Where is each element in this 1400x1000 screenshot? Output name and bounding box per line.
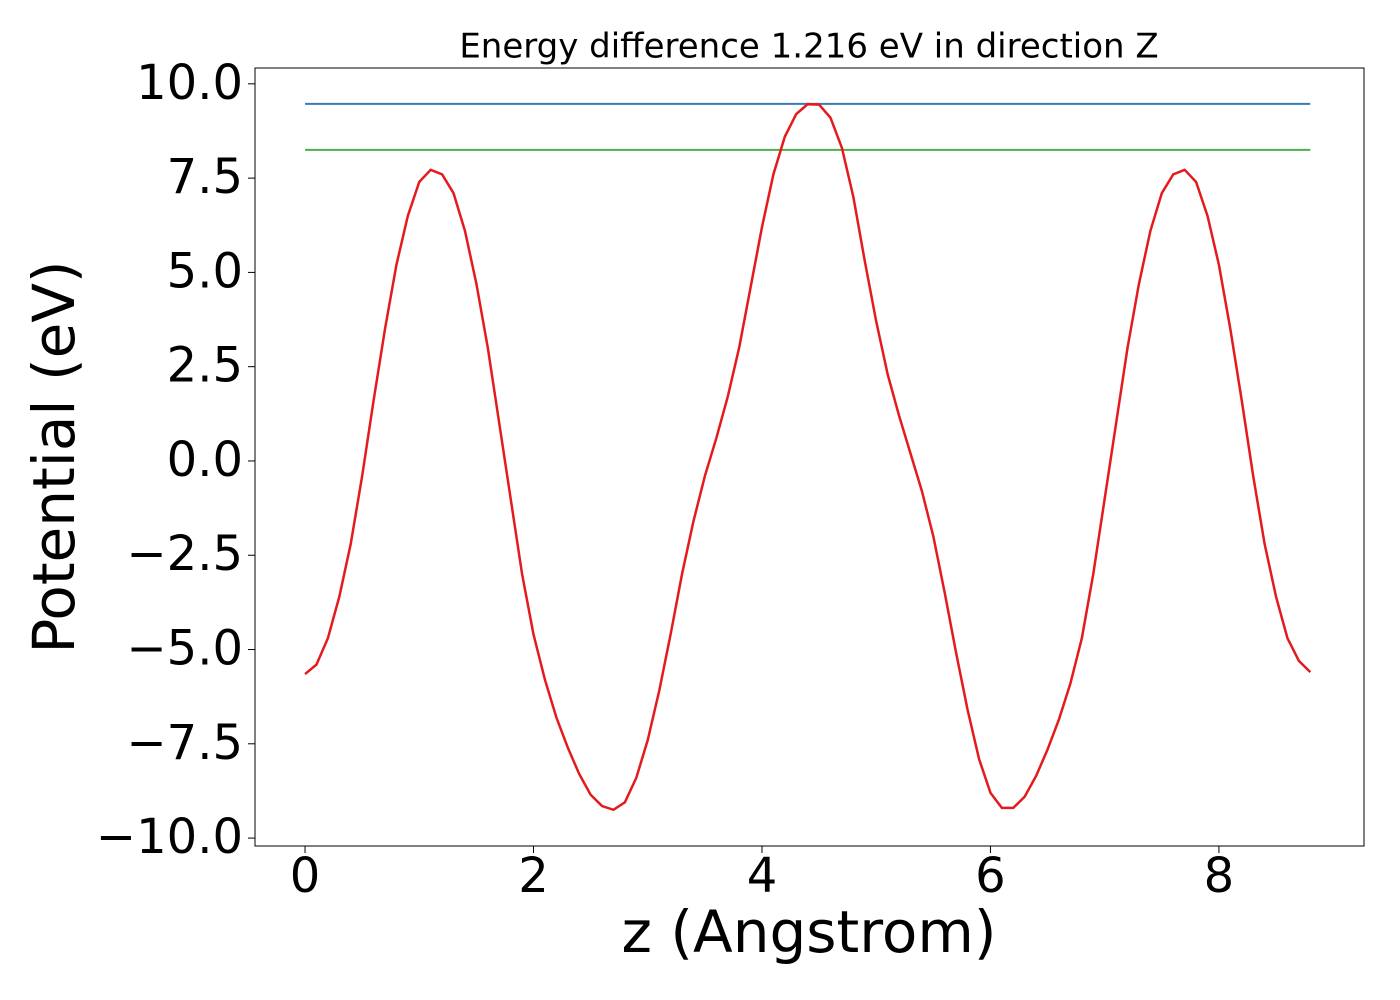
y-tick-label: 2.5: [167, 338, 243, 394]
y-axis-label: Potential (eV): [20, 260, 88, 653]
y-tick-label: 0.0: [167, 432, 243, 488]
chart-title: Energy difference 1.216 eV in direction …: [459, 27, 1158, 67]
y-tick-label: 7.5: [167, 149, 243, 205]
y-tick-label: −2.5: [126, 526, 243, 582]
y-tick-label: −10.0: [96, 809, 243, 865]
x-tick-label: 6: [975, 848, 1006, 904]
x-tick-label: 0: [290, 848, 321, 904]
x-tick-label: 2: [518, 848, 549, 904]
y-tick-label: −5.0: [126, 621, 243, 677]
y-tick-label: −7.5: [126, 715, 243, 771]
axes-frame: [254, 67, 1365, 847]
x-tick-label: 4: [747, 848, 778, 904]
y-tick-label: 10.0: [136, 55, 243, 111]
y-tick-label: 5.0: [167, 243, 243, 299]
x-axis-label: z (Angstrom): [622, 898, 997, 966]
line-series: [304, 102, 1312, 812]
x-tick-label: 8: [1204, 848, 1235, 904]
